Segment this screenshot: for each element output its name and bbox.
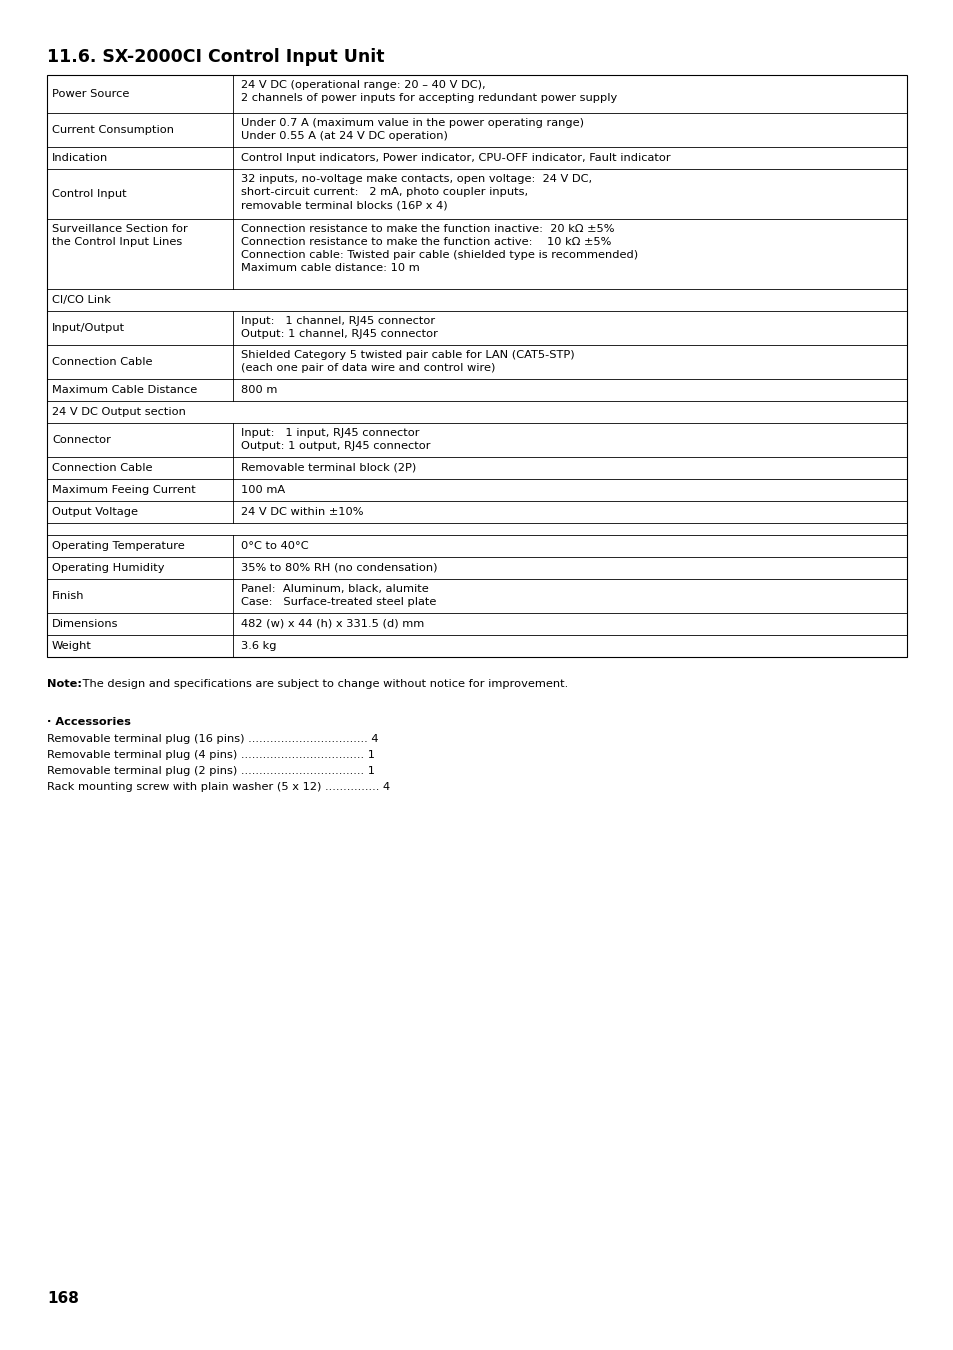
Text: Input:   1 channel, RJ45 connector: Input: 1 channel, RJ45 connector	[241, 316, 435, 325]
Text: short-circuit current:   2 mA, photo coupler inputs,: short-circuit current: 2 mA, photo coupl…	[241, 188, 528, 197]
Text: · Accessories: · Accessories	[47, 717, 131, 728]
Text: The design and specifications are subject to change without notice for improveme: The design and specifications are subjec…	[79, 679, 568, 688]
Text: Connection Cable: Connection Cable	[52, 356, 152, 367]
Text: Removable terminal plug (16 pins) ................................. 4: Removable terminal plug (16 pins) ......…	[47, 734, 378, 744]
Text: removable terminal blocks (16P x 4): removable terminal blocks (16P x 4)	[241, 200, 447, 211]
Text: Panel:  Aluminum, black, alumite: Panel: Aluminum, black, alumite	[241, 585, 428, 594]
Text: Removable terminal plug (2 pins) .................................. 1: Removable terminal plug (2 pins) .......…	[47, 765, 375, 776]
Text: Output Voltage: Output Voltage	[52, 508, 138, 517]
Text: Dimensions: Dimensions	[52, 620, 118, 629]
Text: Control Input indicators, Power indicator, CPU-OFF indicator, Fault indicator: Control Input indicators, Power indicato…	[241, 153, 670, 163]
Text: Output: 1 output, RJ45 connector: Output: 1 output, RJ45 connector	[241, 441, 430, 451]
Text: Indication: Indication	[52, 153, 108, 163]
Text: 482 (w) x 44 (h) x 331.5 (d) mm: 482 (w) x 44 (h) x 331.5 (d) mm	[241, 620, 424, 629]
Text: 2 channels of power inputs for accepting redundant power supply: 2 channels of power inputs for accepting…	[241, 93, 617, 103]
Text: Removable terminal block (2P): Removable terminal block (2P)	[241, 463, 416, 472]
Text: Operating Humidity: Operating Humidity	[52, 563, 164, 572]
Text: Connection cable: Twisted pair cable (shielded type is recommended): Connection cable: Twisted pair cable (sh…	[241, 250, 638, 261]
Text: Connector: Connector	[52, 435, 111, 446]
Text: Case:   Surface-treated steel plate: Case: Surface-treated steel plate	[241, 597, 436, 608]
Text: Connection resistance to make the function active:    10 kΩ ±5%: Connection resistance to make the functi…	[241, 238, 611, 247]
Text: Surveillance Section for: Surveillance Section for	[52, 224, 188, 234]
Text: Rack mounting screw with plain washer (5 x 12) ............... 4: Rack mounting screw with plain washer (5…	[47, 782, 390, 792]
Text: 11.6. SX-2000CI Control Input Unit: 11.6. SX-2000CI Control Input Unit	[47, 49, 384, 66]
Text: Operating Temperature: Operating Temperature	[52, 541, 185, 551]
Text: 24 V DC Output section: 24 V DC Output section	[52, 406, 186, 417]
Text: Under 0.55 A (at 24 V DC operation): Under 0.55 A (at 24 V DC operation)	[241, 131, 447, 140]
Text: Removable terminal plug (4 pins) .................................. 1: Removable terminal plug (4 pins) .......…	[47, 751, 375, 760]
Text: Input:   1 input, RJ45 connector: Input: 1 input, RJ45 connector	[241, 428, 419, 437]
Text: Maximum cable distance: 10 m: Maximum cable distance: 10 m	[241, 263, 419, 273]
Text: Connection resistance to make the function inactive:  20 kΩ ±5%: Connection resistance to make the functi…	[241, 224, 614, 234]
Text: Current Consumption: Current Consumption	[52, 126, 173, 135]
Text: Shielded Category 5 twisted pair cable for LAN (CAT5-STP): Shielded Category 5 twisted pair cable f…	[241, 350, 574, 360]
Text: 32 inputs, no-voltage make contacts, open voltage:  24 V DC,: 32 inputs, no-voltage make contacts, ope…	[241, 174, 592, 184]
Text: (each one pair of data wire and control wire): (each one pair of data wire and control …	[241, 363, 495, 373]
Text: 168: 168	[47, 1291, 79, 1305]
Text: the Control Input Lines: the Control Input Lines	[52, 238, 182, 247]
Text: Maximum Feeing Current: Maximum Feeing Current	[52, 485, 195, 495]
Text: 24 V DC within ±10%: 24 V DC within ±10%	[241, 508, 363, 517]
Text: CI/CO Link: CI/CO Link	[52, 296, 111, 305]
Text: 0°C to 40°C: 0°C to 40°C	[241, 541, 309, 551]
Text: Under 0.7 A (maximum value in the power operating range): Under 0.7 A (maximum value in the power …	[241, 117, 583, 128]
Text: 100 mA: 100 mA	[241, 485, 285, 495]
Text: Power Source: Power Source	[52, 89, 130, 99]
Text: Note:: Note:	[47, 679, 82, 688]
Text: 35% to 80% RH (no condensation): 35% to 80% RH (no condensation)	[241, 563, 437, 572]
Text: Output: 1 channel, RJ45 connector: Output: 1 channel, RJ45 connector	[241, 329, 437, 339]
Text: Maximum Cable Distance: Maximum Cable Distance	[52, 385, 197, 396]
Bar	[47, 76, 906, 657]
Text: Control Input: Control Input	[52, 189, 127, 198]
Text: Weight: Weight	[52, 641, 91, 651]
Text: 3.6 kg: 3.6 kg	[241, 641, 276, 651]
Text: Finish: Finish	[52, 591, 85, 601]
Text: 24 V DC (operational range: 20 – 40 V DC),: 24 V DC (operational range: 20 – 40 V DC…	[241, 80, 485, 90]
Text: Connection Cable: Connection Cable	[52, 463, 152, 472]
Text: Input/Output: Input/Output	[52, 323, 125, 333]
Text: 800 m: 800 m	[241, 385, 277, 396]
